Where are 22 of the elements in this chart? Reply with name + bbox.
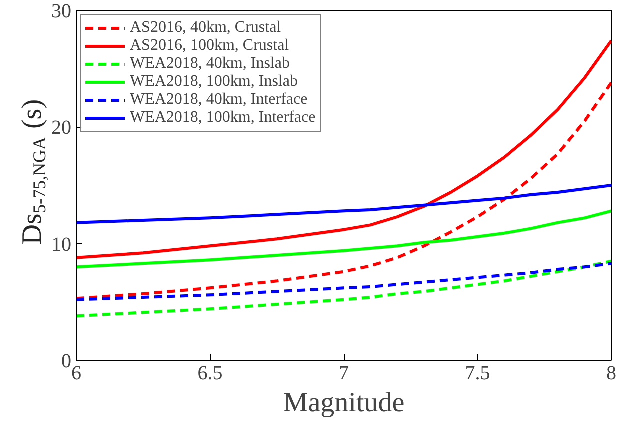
legend-label: WEA2018, 40km, Inslab <box>130 55 290 73</box>
x-axis-title: Magnitude <box>283 388 405 418</box>
x-tick-label: 8 <box>606 362 616 384</box>
line-series <box>76 39 612 260</box>
line-series <box>76 184 612 224</box>
line-series <box>76 210 612 269</box>
y-tick-label: 0 <box>62 350 72 372</box>
legend-label: WEA2018, 100km, Interface <box>130 109 316 127</box>
y-axis-title: Ds5-75,NGA (s) <box>17 99 50 245</box>
x-tick-label: 6.5 <box>198 362 223 384</box>
legend-label: AS2016, 40km, Crustal <box>130 19 282 37</box>
y-tick-label: 30 <box>52 0 72 22</box>
legend-label: WEA2018, 100km, Inslab <box>130 73 298 91</box>
line-series <box>76 262 612 302</box>
legend-label: WEA2018, 40km, Interface <box>130 91 308 109</box>
x-tick-label: 6 <box>72 362 82 384</box>
x-tick-label: 7.5 <box>465 362 490 384</box>
x-tick-label: 7 <box>339 362 349 384</box>
y-tick-label: 10 <box>52 234 72 256</box>
legend-label: AS2016, 100km, Crustal <box>130 37 290 55</box>
y-tick-label: 20 <box>52 117 72 140</box>
line-series <box>76 260 612 318</box>
